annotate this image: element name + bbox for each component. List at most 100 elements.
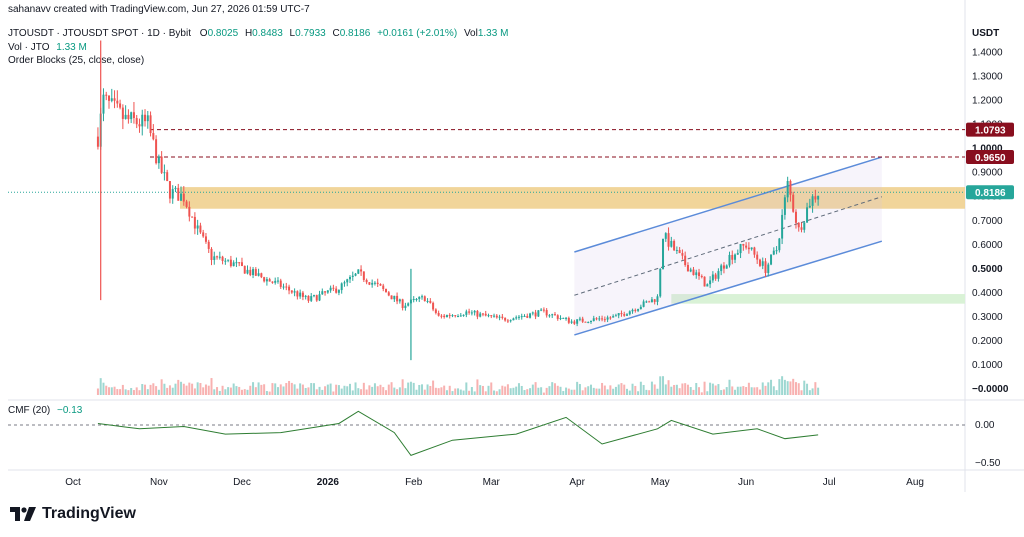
candle-body	[722, 265, 725, 269]
volume-bar	[99, 378, 102, 395]
volume-bar	[592, 387, 595, 395]
candle-body	[534, 312, 537, 317]
candle-body	[144, 114, 147, 122]
volume-bar	[124, 389, 127, 395]
candle-body	[454, 315, 457, 317]
volume-bar	[650, 381, 653, 395]
cmf-axis[interactable]: 0.00 −0.50	[975, 420, 1001, 469]
candle-body	[318, 294, 321, 301]
volume-bar	[537, 387, 540, 395]
candle-body	[731, 254, 734, 260]
volume-bar	[803, 380, 806, 395]
candle-body	[229, 259, 232, 267]
candle-body	[523, 316, 526, 318]
price-channel[interactable]	[574, 156, 883, 336]
channel-lower-line[interactable]	[574, 240, 883, 336]
volume-bar	[207, 385, 210, 395]
price-axis[interactable]: 1.40001.30001.20001.10001.00000.90000.80…	[972, 48, 1009, 396]
volume-bar	[191, 383, 194, 395]
currency-label[interactable]: USDT	[972, 28, 1000, 39]
candle-body	[202, 232, 205, 237]
volume-bar	[240, 389, 243, 395]
footer-brand[interactable]: TradingView	[10, 505, 136, 523]
candle-body	[157, 156, 160, 164]
candle-body	[468, 311, 471, 313]
candle-body	[484, 313, 487, 316]
volume-bar	[808, 390, 811, 395]
candle-body	[786, 180, 789, 198]
volume-bar	[252, 382, 255, 395]
candle-body	[562, 317, 565, 319]
candle-body	[271, 281, 274, 283]
candle-body	[512, 318, 515, 321]
candle-body	[315, 295, 318, 301]
volume-bar	[343, 385, 346, 395]
volume-bar	[371, 386, 374, 395]
candle-body	[648, 301, 651, 303]
candle-body	[440, 315, 443, 317]
cmf-legend[interactable]: CMF (20) −0.13	[8, 405, 82, 416]
candle-body	[429, 300, 432, 303]
volume-bar	[639, 381, 642, 395]
candle-body	[709, 280, 712, 285]
candle-body	[529, 313, 532, 318]
volume-bar	[279, 384, 282, 395]
candle-body	[479, 313, 482, 317]
candle-body	[434, 309, 437, 313]
symbol-title[interactable]: JTOUSDT · JTOUSDT SPOT · 1D · Bybit	[8, 28, 191, 39]
support-zone[interactable]	[671, 294, 965, 304]
volume-bar	[340, 388, 343, 395]
volume-bar	[238, 386, 241, 395]
volume-bar	[144, 384, 147, 395]
candle-body	[675, 250, 678, 252]
candle-body	[601, 318, 604, 320]
candle-body	[385, 288, 388, 293]
channel-upper-line[interactable]	[574, 156, 883, 253]
volume-bar	[130, 388, 133, 395]
candle-body	[814, 196, 817, 200]
candle-body	[171, 189, 174, 199]
candle-body	[376, 282, 379, 285]
candle-body	[152, 133, 155, 140]
volume-bar	[119, 389, 122, 395]
volume-bar	[722, 389, 725, 395]
candle-body	[684, 255, 687, 266]
volume-bar	[301, 384, 304, 395]
volume-bar	[731, 386, 734, 395]
volume-bar	[775, 390, 778, 395]
volume-bar	[445, 390, 448, 395]
candle-body	[321, 291, 324, 295]
volume-bar	[213, 389, 216, 395]
volume-bar	[113, 386, 116, 395]
volume-bar	[553, 383, 556, 395]
volume-indicator-legend[interactable]: Vol · JTO 1.33 M	[8, 42, 87, 53]
candle-body	[664, 233, 667, 239]
volume-bar	[138, 390, 141, 395]
candle-body	[268, 279, 271, 282]
candle-body	[767, 264, 770, 273]
volume-bar	[412, 382, 415, 395]
volume-bar	[362, 382, 365, 395]
channel-mid-line[interactable]	[574, 196, 882, 296]
order-blocks-legend[interactable]: Order Blocks (25, close, close)	[8, 55, 145, 66]
volume-bar	[811, 388, 814, 395]
candle-body	[595, 318, 598, 320]
volume-bar	[105, 385, 108, 395]
candle-body	[689, 269, 692, 272]
price-tick: 0.7000	[972, 216, 1003, 227]
volume-bar	[589, 384, 592, 395]
volume-bar	[152, 383, 155, 395]
price-tag-label: 0.9650	[975, 153, 1006, 164]
candle-body	[570, 321, 573, 323]
volume-bar	[598, 388, 601, 395]
price-tag-bg	[966, 185, 1014, 200]
horizontal-levels[interactable]	[8, 129, 965, 193]
candle-body	[781, 214, 784, 239]
candle-body	[617, 313, 620, 316]
candle-body	[116, 100, 119, 104]
volume-bar	[368, 385, 371, 395]
volume-bar	[758, 389, 761, 395]
time-axis[interactable]: Oct Nov Dec 2026 Feb Mar Apr May Jun Jul Aug	[65, 477, 924, 488]
volume-bar	[454, 388, 457, 395]
